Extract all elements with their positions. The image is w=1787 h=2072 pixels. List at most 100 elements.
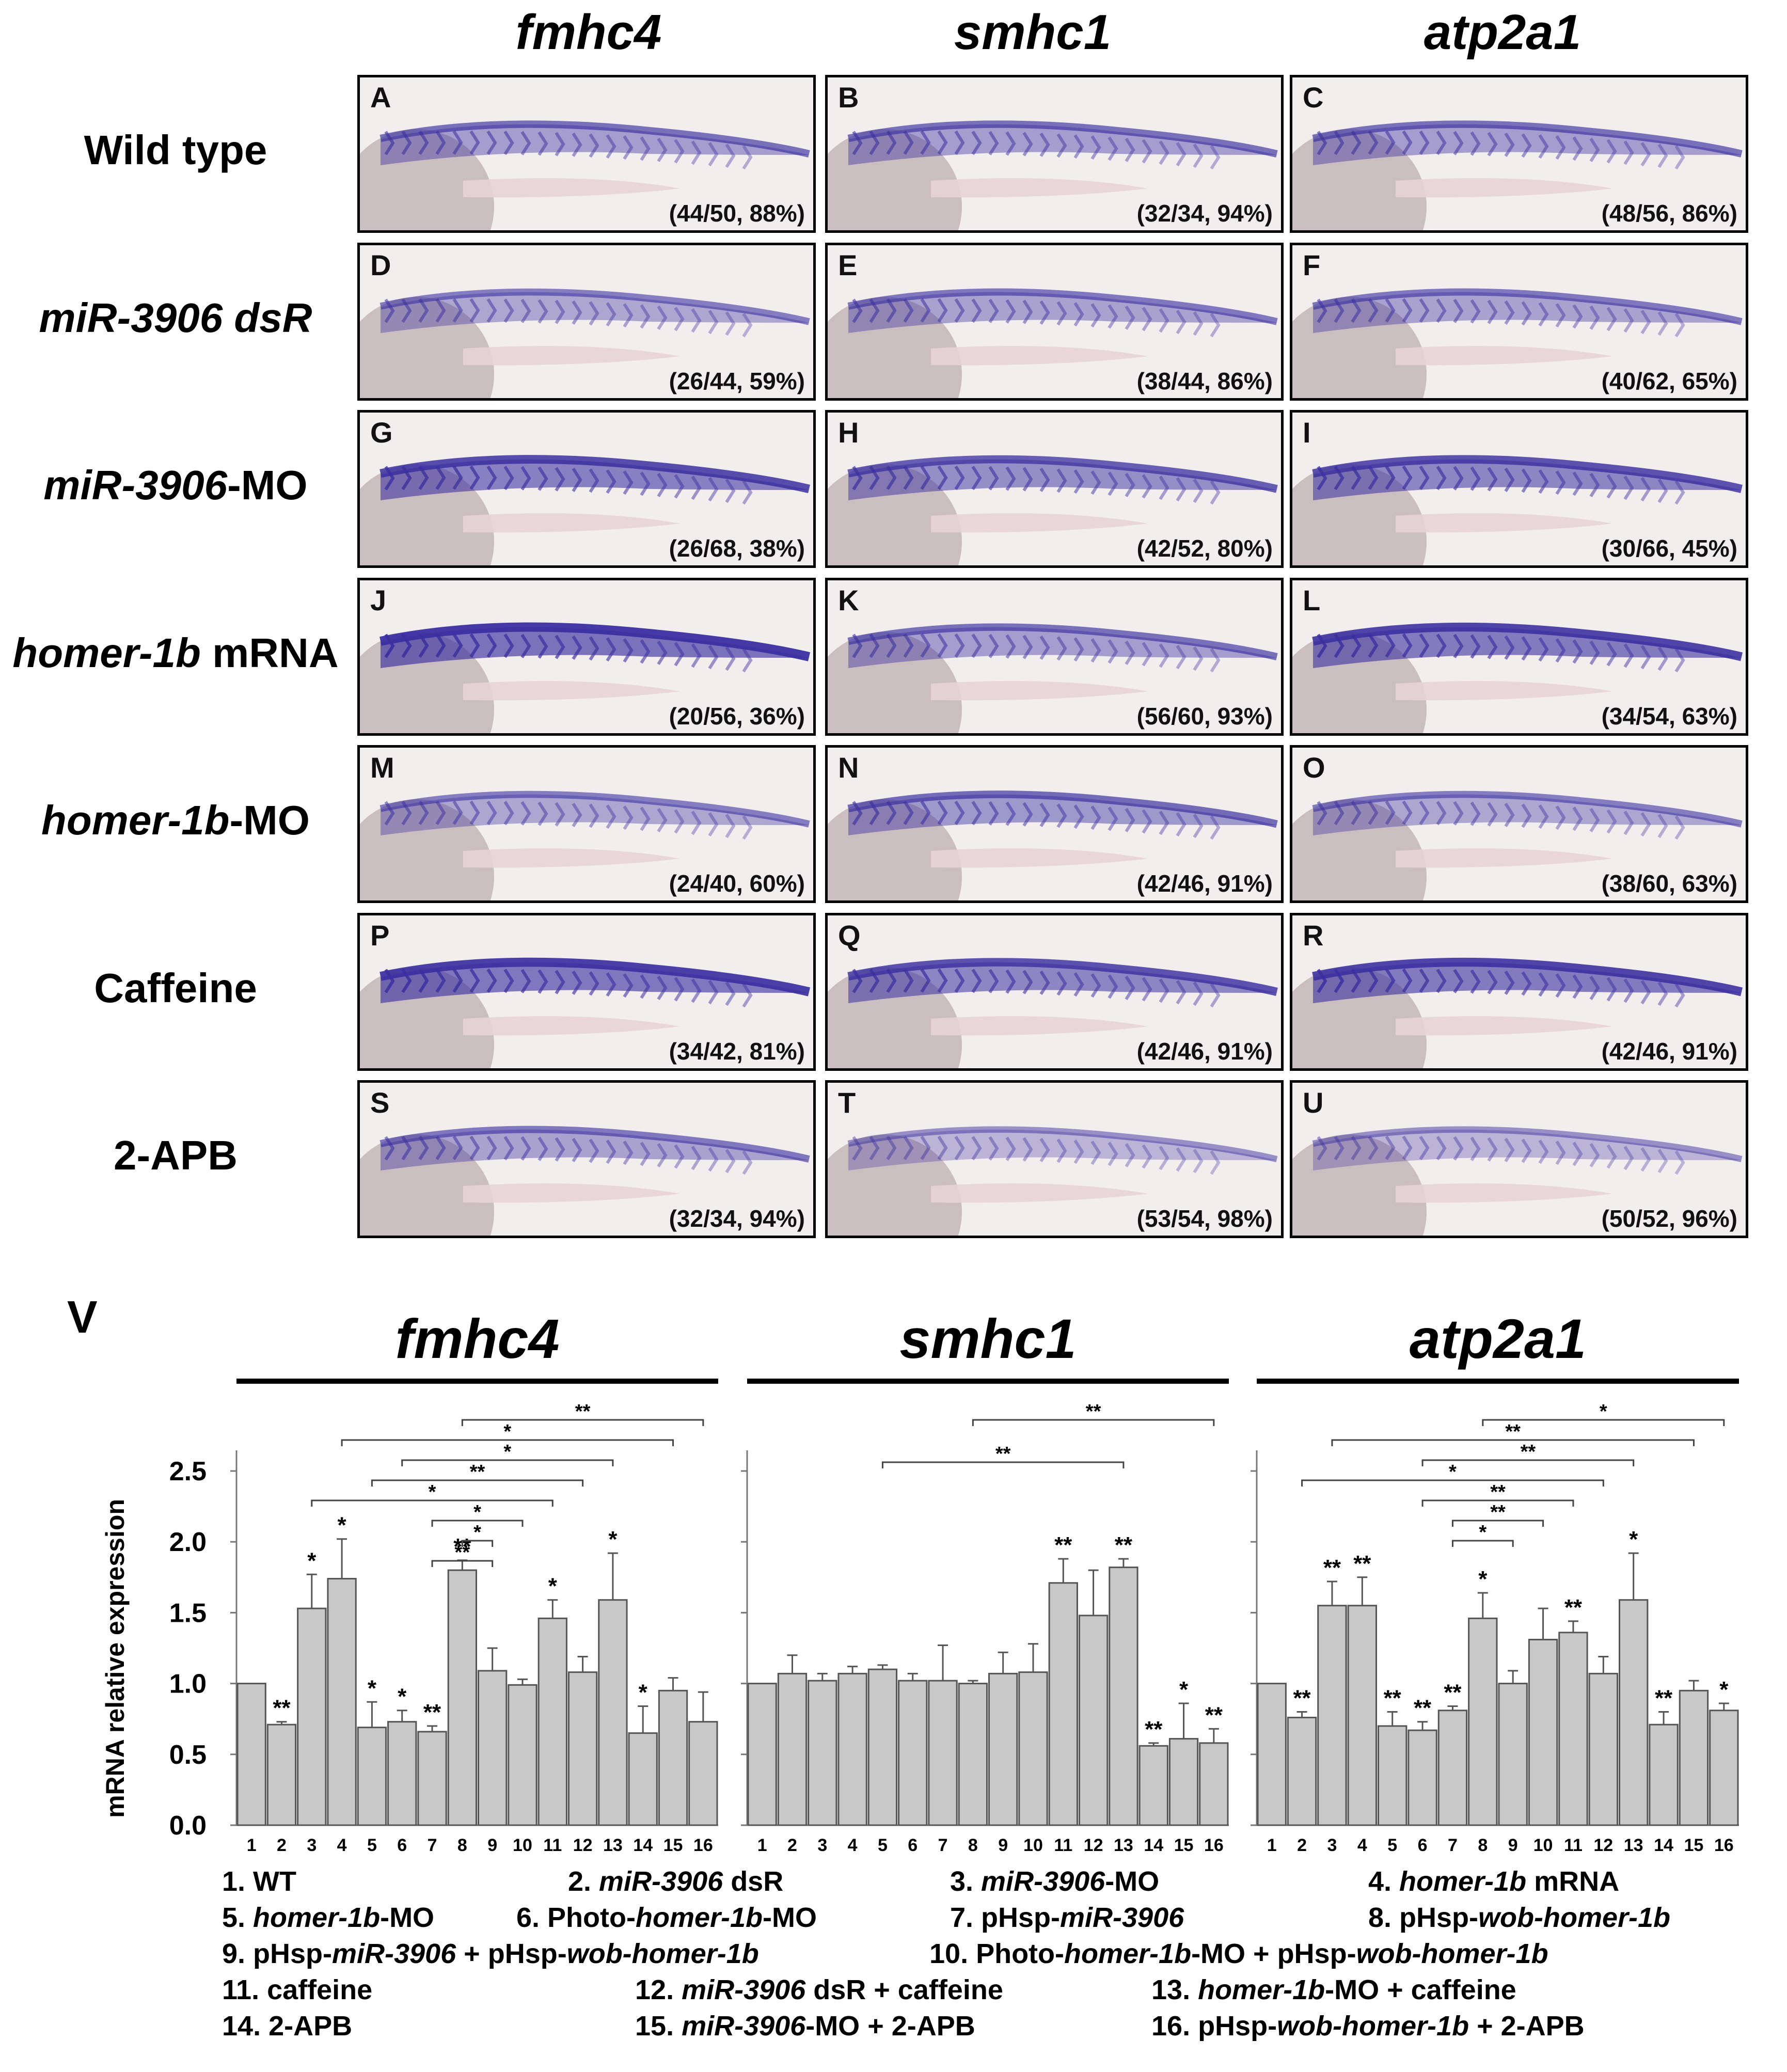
legend-item: 1. WT bbox=[222, 1866, 296, 1897]
column-header-atp2a1: atp2a1 bbox=[1424, 5, 1582, 60]
panel-count: (42/46, 91%) bbox=[1136, 1037, 1273, 1065]
panel-count: (34/42, 81%) bbox=[669, 1037, 805, 1065]
embryo-image bbox=[1292, 455, 1743, 565]
x-tick-label: 11 bbox=[1564, 1836, 1583, 1855]
y-tick-label: 1.0 bbox=[169, 1669, 207, 1699]
x-tick-label: 6 bbox=[397, 1836, 407, 1855]
x-tick-label: 7 bbox=[938, 1836, 948, 1855]
comparison-bracket bbox=[311, 1499, 554, 1507]
bar bbox=[1199, 1742, 1229, 1826]
bracket-significance: * bbox=[1449, 1461, 1457, 1483]
x-tick-label: 8 bbox=[1478, 1836, 1488, 1855]
bar bbox=[1709, 1710, 1739, 1826]
significance-mark: * bbox=[1719, 1677, 1729, 1702]
embryo-panel: Q (42/46, 91%) bbox=[825, 912, 1284, 1071]
group-title: smhc1 bbox=[899, 1307, 1076, 1370]
legend-item: 12. miR-3906 dsR + caffeine bbox=[635, 1974, 1003, 2005]
bar bbox=[1528, 1639, 1558, 1826]
bar bbox=[1048, 1582, 1078, 1826]
x-tick-label: 3 bbox=[817, 1836, 827, 1855]
x-tick-label: 11 bbox=[1054, 1836, 1072, 1855]
embryo-image bbox=[828, 1126, 1278, 1236]
comparison-bracket bbox=[401, 1459, 614, 1466]
bar bbox=[628, 1732, 658, 1826]
embryo-image bbox=[360, 288, 810, 398]
x-tick-label: 3 bbox=[307, 1836, 317, 1855]
legend-item: 15. miR-3906-MO + 2-APB bbox=[635, 2011, 975, 2042]
comparison-bracket bbox=[371, 1479, 584, 1486]
bar bbox=[867, 1668, 898, 1826]
x-tick-label: 13 bbox=[1114, 1836, 1133, 1855]
bar bbox=[1679, 1689, 1709, 1826]
x-tick-label: 12 bbox=[573, 1836, 593, 1855]
bar bbox=[508, 1684, 537, 1826]
significance-mark: * bbox=[338, 1513, 347, 1538]
bar bbox=[1317, 1605, 1347, 1826]
legend-item: 6. Photo-homer-1b-MO bbox=[516, 1902, 817, 1933]
legend-item: 3. miR-3906-MO bbox=[950, 1866, 1160, 1897]
bar bbox=[1437, 1710, 1468, 1826]
significance-mark: ** bbox=[1564, 1595, 1583, 1620]
x-tick-label: 6 bbox=[1418, 1836, 1428, 1855]
legend-item: 4. homer-1b mRNA bbox=[1368, 1866, 1620, 1897]
bracket-significance: ** bbox=[455, 1542, 470, 1563]
comparison-bracket bbox=[461, 1540, 494, 1547]
bar bbox=[688, 1721, 718, 1826]
embryo-image bbox=[360, 120, 810, 230]
significance-mark: ** bbox=[1414, 1696, 1432, 1721]
x-tick-label: 2 bbox=[787, 1836, 797, 1855]
embryo-panel: T (53/54, 98%) bbox=[825, 1080, 1284, 1238]
embryo-image bbox=[360, 1126, 810, 1236]
panel-count: (50/52, 96%) bbox=[1601, 1205, 1737, 1232]
x-tick-label: 4 bbox=[337, 1836, 347, 1855]
significance-mark: ** bbox=[1323, 1555, 1341, 1580]
bracket-significance: * bbox=[1600, 1401, 1607, 1422]
panel-letter: A bbox=[370, 81, 391, 114]
x-tick-label: 13 bbox=[603, 1836, 623, 1855]
embryo-panel: I (30/66, 45%) bbox=[1290, 410, 1748, 568]
embryo-image bbox=[1292, 120, 1743, 230]
comparison-bracket bbox=[1331, 1439, 1695, 1446]
x-tick-label: 3 bbox=[1327, 1836, 1337, 1855]
legend-item: 9. pHsp-miR-3906 + pHsp-wob-homer-1b bbox=[222, 1938, 759, 1969]
group-underline bbox=[1257, 1379, 1739, 1384]
bar bbox=[266, 1723, 297, 1826]
row-label: Wild type bbox=[84, 127, 267, 173]
y-tick-label: 0.0 bbox=[169, 1811, 207, 1841]
x-tick-label: 9 bbox=[487, 1836, 497, 1855]
bar bbox=[958, 1683, 988, 1826]
panel-letter: M bbox=[370, 751, 394, 784]
panel-letter: R bbox=[1303, 919, 1324, 952]
bracket-significance: * bbox=[473, 1501, 481, 1523]
bracket-significance: ** bbox=[1521, 1441, 1536, 1463]
bar bbox=[1558, 1632, 1588, 1826]
legend-item: 11. caffeine bbox=[222, 1974, 373, 2005]
embryo-panel: O (38/60, 63%) bbox=[1290, 745, 1748, 903]
panel-letter: C bbox=[1303, 81, 1324, 114]
x-tick-label: 7 bbox=[428, 1836, 437, 1855]
comparison-bracket bbox=[431, 1560, 494, 1567]
legend-item: 8. pHsp-wob-homer-1b bbox=[1368, 1902, 1671, 1933]
x-tick-label: 10 bbox=[1023, 1836, 1043, 1855]
bar bbox=[327, 1578, 357, 1826]
panel-count: (20/56, 36%) bbox=[669, 702, 805, 730]
significance-mark: ** bbox=[1293, 1685, 1311, 1711]
x-tick-label: 2 bbox=[1297, 1836, 1307, 1855]
x-tick-label: 4 bbox=[848, 1836, 858, 1855]
x-tick-label: 11 bbox=[543, 1836, 562, 1855]
comparison-bracket bbox=[1421, 1459, 1635, 1466]
x-tick-label: 8 bbox=[457, 1836, 467, 1855]
embryo-panel: K (56/60, 93%) bbox=[825, 577, 1284, 736]
legend-item: 7. pHsp-miR-3906 bbox=[950, 1902, 1184, 1933]
bar bbox=[236, 1683, 266, 1826]
embryo-image bbox=[828, 455, 1278, 565]
panel-count: (26/44, 59%) bbox=[669, 367, 805, 394]
x-tick-label: 14 bbox=[1654, 1836, 1673, 1855]
panel-letter: P bbox=[370, 919, 390, 952]
bar bbox=[297, 1607, 327, 1826]
embryo-image bbox=[360, 957, 811, 1068]
bar bbox=[567, 1671, 598, 1826]
x-tick-label: 16 bbox=[1204, 1836, 1224, 1855]
bracket-significance: * bbox=[429, 1481, 436, 1503]
comparison-bracket bbox=[461, 1419, 704, 1426]
